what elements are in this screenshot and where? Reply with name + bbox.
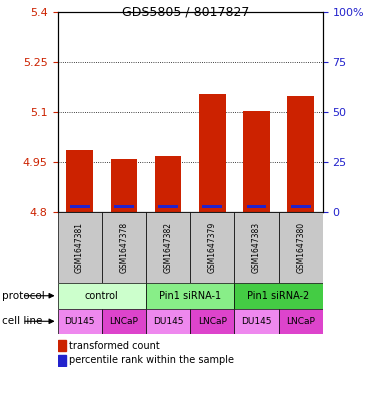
Bar — [199, 94, 226, 212]
Text: LNCaP: LNCaP — [109, 317, 138, 326]
Text: DU145: DU145 — [241, 317, 272, 326]
Bar — [190, 212, 234, 283]
Bar — [58, 340, 66, 351]
Text: LNCaP: LNCaP — [286, 317, 315, 326]
Bar — [146, 283, 234, 309]
Bar — [288, 96, 314, 212]
Text: DU145: DU145 — [64, 317, 95, 326]
Text: control: control — [85, 291, 119, 301]
Text: cell line: cell line — [2, 316, 42, 326]
Bar — [66, 151, 93, 212]
Bar — [146, 309, 190, 334]
Text: protocol: protocol — [2, 291, 45, 301]
Bar — [58, 212, 102, 283]
Bar — [146, 212, 190, 283]
Bar — [202, 205, 222, 208]
Bar — [279, 309, 323, 334]
Text: percentile rank within the sample: percentile rank within the sample — [69, 355, 234, 365]
Text: GSM1647378: GSM1647378 — [119, 222, 128, 273]
Bar — [279, 212, 323, 283]
Text: Pin1 siRNA-2: Pin1 siRNA-2 — [247, 291, 310, 301]
Bar — [111, 160, 137, 212]
Text: transformed count: transformed count — [69, 341, 160, 351]
Text: DU145: DU145 — [153, 317, 183, 326]
Text: GSM1647379: GSM1647379 — [208, 222, 217, 273]
Bar — [102, 309, 146, 334]
Text: GSM1647382: GSM1647382 — [164, 222, 173, 273]
Text: GSM1647383: GSM1647383 — [252, 222, 261, 273]
Bar — [58, 355, 66, 366]
Bar — [114, 205, 134, 208]
Bar — [234, 212, 279, 283]
Bar — [70, 205, 89, 208]
Bar — [102, 212, 146, 283]
Bar — [243, 111, 270, 212]
Bar — [246, 205, 266, 208]
Text: GDS5805 / 8017827: GDS5805 / 8017827 — [122, 6, 249, 19]
Bar — [155, 156, 181, 212]
Bar — [291, 205, 311, 208]
Bar — [234, 283, 323, 309]
Bar — [58, 309, 102, 334]
Text: GSM1647380: GSM1647380 — [296, 222, 305, 273]
Text: LNCaP: LNCaP — [198, 317, 227, 326]
Bar — [190, 309, 234, 334]
Text: Pin1 siRNA-1: Pin1 siRNA-1 — [159, 291, 221, 301]
Bar — [234, 309, 279, 334]
Bar — [158, 205, 178, 208]
Bar — [58, 283, 146, 309]
Text: GSM1647381: GSM1647381 — [75, 222, 84, 273]
